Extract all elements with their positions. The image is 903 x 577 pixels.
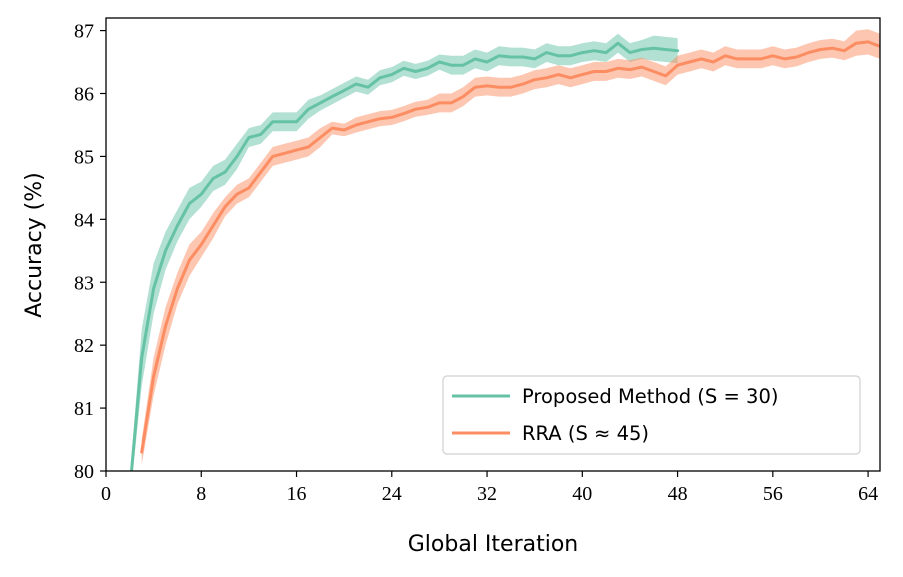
y-axis: 80 81 82 83 84 85 86 87 [74, 21, 106, 483]
x-tick-label: 32 [477, 483, 497, 505]
x-tick-label: 16 [287, 483, 307, 505]
legend-frame [442, 375, 861, 455]
legend-label-rra: RRA (S ≈ 45) [522, 422, 649, 445]
legend: Proposed Method (S = 30) RRA (S ≈ 45) [442, 375, 861, 455]
line-series-1 [140, 40, 880, 454]
x-axis: 0 8 16 24 32 40 48 56 64 [101, 471, 878, 505]
y-tick-label: 87 [74, 21, 94, 43]
y-tick-label: 84 [74, 209, 94, 231]
y-tick-label: 82 [74, 335, 94, 357]
legend-label-proposed: Proposed Method (S = 30) [522, 385, 778, 408]
line-series-0 [129, 41, 680, 471]
y-tick-label: 81 [74, 398, 94, 420]
confidence-bands [130, 29, 880, 471]
x-tick-label: 64 [858, 483, 878, 505]
x-tick-label: 8 [196, 483, 206, 505]
x-tick-label: 24 [382, 483, 402, 505]
y-axis-label: Accuracy (%) [22, 172, 47, 318]
x-tick-label: 40 [572, 483, 592, 505]
x-tick-label: 56 [763, 483, 783, 505]
x-tick-label: 48 [668, 483, 688, 505]
y-tick-label: 80 [74, 461, 94, 483]
x-tick-label: 0 [101, 483, 111, 505]
y-tick-label: 83 [74, 272, 94, 294]
plot-frame [105, 17, 881, 472]
series-lines [129, 40, 880, 471]
x-axis-label: Global Iteration [408, 532, 579, 557]
y-tick-label: 86 [74, 84, 94, 106]
band-series-1 [141, 29, 880, 465]
y-tick-label: 85 [74, 146, 94, 168]
